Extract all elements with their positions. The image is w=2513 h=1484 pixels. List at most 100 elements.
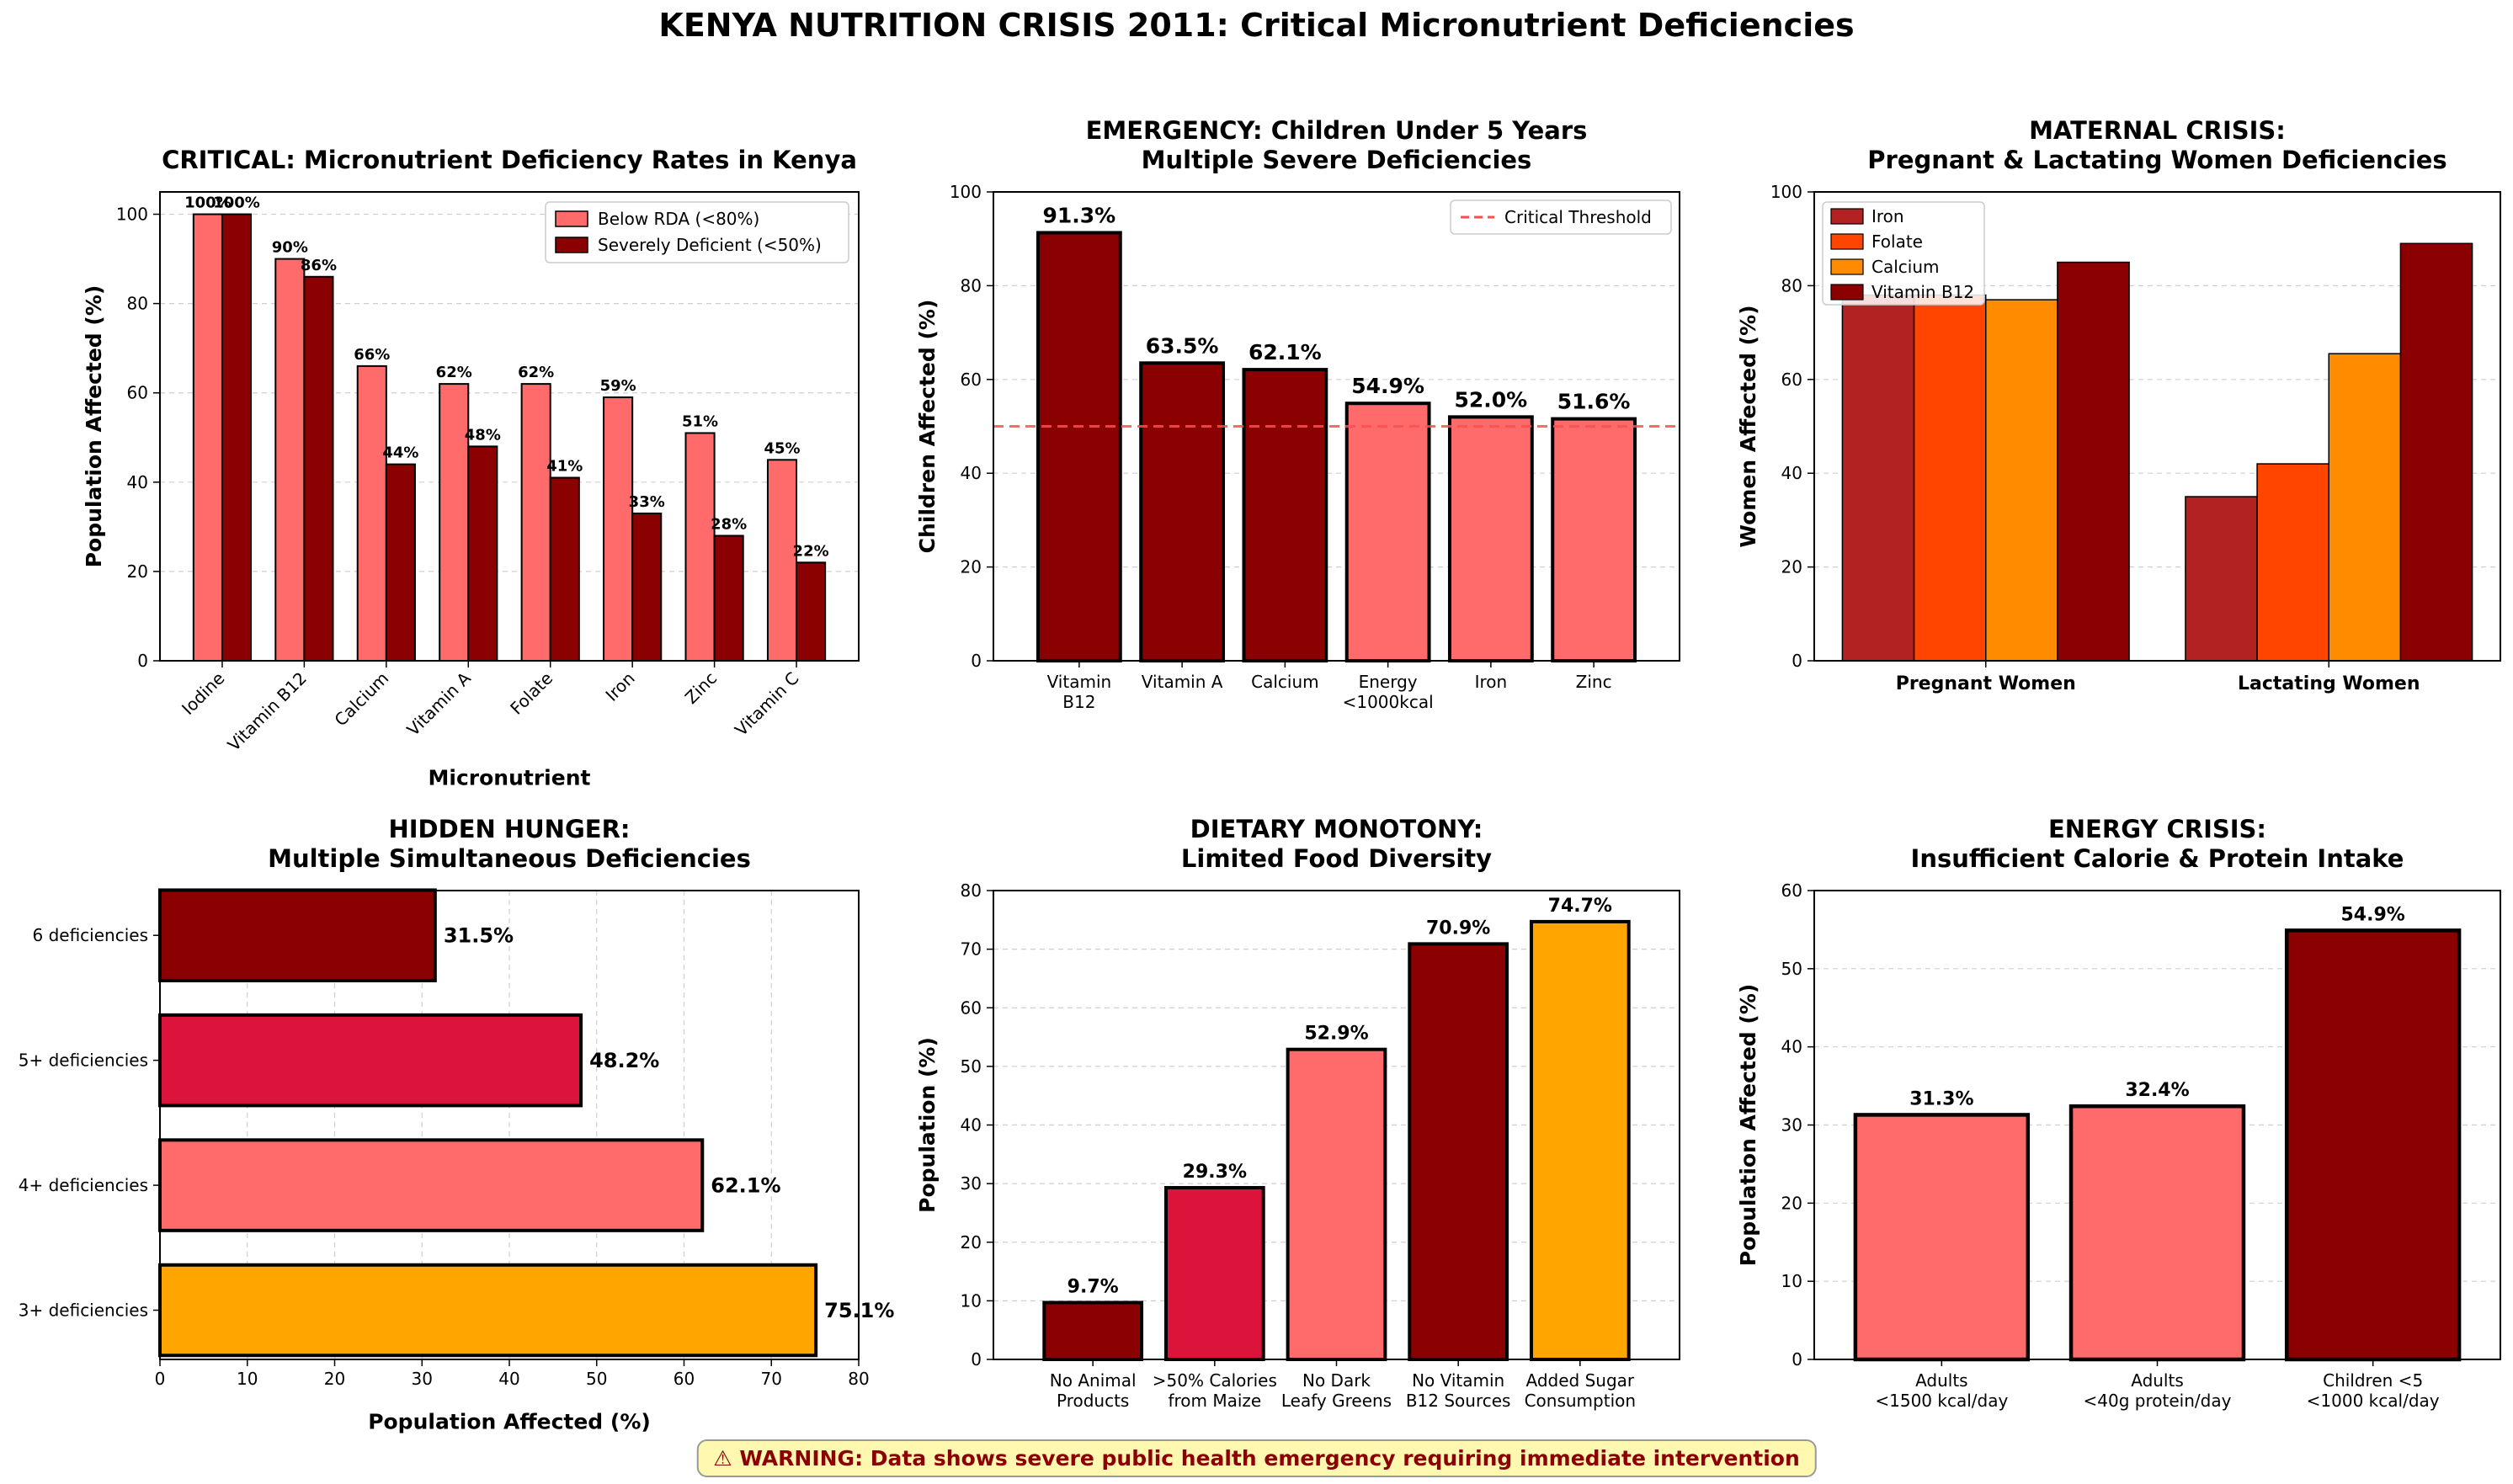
bar (385, 463, 416, 662)
tick-label: Energy <1000kcal (1343, 672, 1434, 712)
data-label: 62.1% (711, 1173, 780, 1197)
tick-label: 60 (1781, 370, 1802, 390)
warning-banner: ⚠ WARNING: Data shows severe public heal… (696, 1439, 1817, 1477)
legend: Iron Folate Calcium Vitamin B12 (1822, 201, 1985, 306)
chart-title: CRITICAL: Micronutrient Deficiency Rates… (162, 146, 857, 174)
tick-label: 30 (1781, 1115, 1802, 1136)
y-axis-label: Children Affected (%) (915, 300, 940, 554)
legend-label: Iron (1871, 206, 1904, 226)
bar (713, 535, 744, 662)
tick-label: 40 (127, 472, 148, 492)
bar (221, 213, 253, 662)
tick-label: 10 (237, 1369, 258, 1389)
data-label: 52.0% (1455, 387, 1528, 412)
chart-panel-3: MATERNAL CRISIS: Pregnant & Lactating Wom… (1736, 116, 2501, 694)
tick-label: Iron (601, 668, 638, 705)
legend-swatch (555, 237, 588, 253)
tick-label: >50% Calories from Maize (1153, 1370, 1277, 1411)
tick-label: 0 (1792, 651, 1802, 671)
bar (303, 275, 334, 662)
tick-label: Calcium (330, 668, 392, 731)
tick-label: Vitamin A (402, 668, 475, 740)
bar (1447, 415, 1534, 662)
tick-label: 0 (155, 1369, 166, 1389)
tick-label: 30 (961, 1173, 982, 1194)
x-axis-label: Micronutrient (429, 766, 591, 790)
legend-box (1822, 201, 1985, 306)
bar (467, 445, 498, 662)
data-label: 62% (518, 364, 554, 381)
chart-title: DIETARY MONOTONY: Limited Food Diversity (1181, 815, 1492, 873)
y-axis-label: Population Affected (%) (82, 285, 106, 568)
tick-label: 10 (961, 1290, 982, 1311)
data-label: 59% (600, 377, 636, 395)
tick-label: 20 (324, 1369, 345, 1389)
data-label: 33% (629, 493, 665, 511)
bar (1163, 1185, 1265, 1362)
axes-frame (159, 890, 860, 1360)
bar (1985, 299, 2058, 662)
bar (1551, 417, 1637, 662)
data-label: 22% (793, 542, 829, 560)
tick-label: 0 (137, 651, 148, 671)
tick-label: Vitamin B12 (224, 668, 311, 755)
bar (1841, 294, 1915, 662)
tick-label: Zinc (1576, 672, 1612, 692)
legend-box (545, 201, 849, 263)
tick-label: 40 (1781, 463, 1802, 483)
chart-panel-5: DIETARY MONOTONY: Limited Food Diversity 0… (915, 815, 1680, 1411)
bar (603, 396, 634, 662)
tick-label: Lactating Women (2238, 673, 2420, 694)
bar (158, 1263, 818, 1358)
axes-frame (159, 191, 860, 662)
chart-title: EMERGENCY: Children Under 5 Years Multipl… (1086, 116, 1588, 174)
data-label: 44% (382, 444, 418, 462)
tick-label: 50 (1781, 959, 1802, 979)
tick-label: 20 (127, 561, 148, 582)
axes-frame (1813, 890, 2501, 1360)
tick-label: 20 (961, 1232, 982, 1253)
bar (1344, 402, 1431, 662)
legend-label: Below RDA (<80%) (598, 209, 759, 229)
tick-label: Added Sugar Consumption (1525, 1370, 1636, 1411)
tick-label: 80 (127, 294, 148, 314)
bar (2399, 242, 2473, 662)
data-label: 9.7% (1067, 1276, 1119, 1297)
tick-label: 40 (961, 463, 982, 483)
bar (1913, 294, 1987, 662)
tick-label: 70 (761, 1369, 782, 1389)
tick-label: 10 (1781, 1271, 1802, 1291)
data-label: 86% (301, 257, 337, 274)
tick-label: Children <5 <1000 kcal/day (2307, 1370, 2440, 1411)
tick-label: 50 (961, 1056, 982, 1077)
tick-label: 60 (1781, 880, 1802, 901)
chart-panel-6: ENERGY CRISIS: Insufficient Calorie & Pro… (1736, 815, 2501, 1411)
legend-label: Critical Threshold (1504, 207, 1652, 227)
tick-label: Vitamin A (1142, 672, 1223, 692)
data-label: 66% (354, 346, 390, 364)
data-label: 29.3% (1183, 1162, 1247, 1183)
tick-label: Vitamin C (731, 668, 803, 741)
bar (1529, 919, 1631, 1361)
bar (766, 459, 798, 662)
data-label: 45% (764, 439, 800, 457)
bar (158, 1138, 705, 1232)
data-label: 31.5% (444, 924, 514, 948)
tick-label: Folate (506, 668, 556, 719)
bar (158, 1013, 583, 1108)
tick-label: 80 (961, 880, 982, 901)
bar (2057, 261, 2130, 662)
y-axis-label: Population Affected (%) (1736, 984, 1760, 1267)
data-label: 48% (465, 426, 501, 444)
y-axis-label: Population (%) (915, 1037, 940, 1213)
tick-label: 60 (127, 383, 148, 403)
data-label: 28% (711, 515, 747, 533)
tick-label: 100 (116, 205, 148, 225)
axes-frame (1813, 191, 2501, 662)
bar (2284, 928, 2462, 1362)
bar (1042, 1300, 1144, 1361)
chart-title: HIDDEN HUNGER: Multiple Simultaneous Defi… (268, 815, 751, 873)
data-label: 90% (272, 239, 308, 257)
tick-label: 6 deficiencies (33, 925, 149, 945)
